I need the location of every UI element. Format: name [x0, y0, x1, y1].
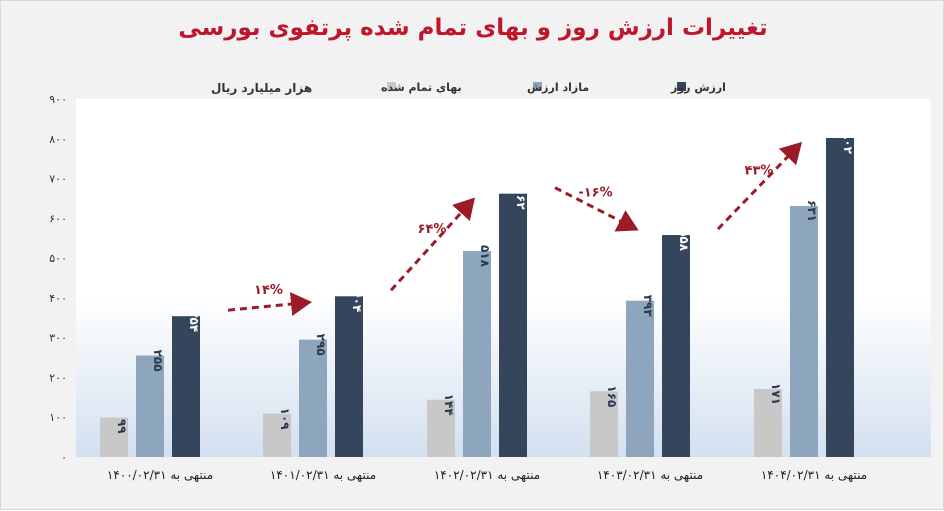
growth-label: ۱۴% — [254, 283, 283, 298]
bar-value-label: ۲۵۵ — [151, 350, 165, 372]
bar-value-label: ۱۷۱ — [769, 383, 783, 405]
growth-arrow — [389, 197, 476, 292]
bar-value-label: ۶۶۲ — [514, 188, 528, 211]
legend-label: مازاد ارزش — [527, 81, 589, 94]
bar-value-label: ۸۰۲ — [841, 132, 855, 155]
bar — [100, 417, 128, 457]
bar-value-label: ۲۹۵ — [314, 334, 328, 356]
category-label: منتهی به ۱۴۰۱/۰۲/۳۱ — [270, 468, 376, 482]
bar — [590, 391, 618, 457]
y-tick-label: ۶۰۰ — [49, 212, 67, 225]
bar-value-label: ۱۰۹ — [278, 408, 292, 431]
growth-arrow — [554, 186, 639, 232]
growth-label: -۱۶% — [578, 185, 612, 200]
y-tick-label: ۷۰۰ — [49, 173, 67, 186]
growth-annotations: ۱۴% ۶۴% -۱۶% ۴۳% — [227, 141, 803, 316]
bar — [826, 137, 854, 457]
bar — [427, 399, 455, 457]
bar-value-label: ۵۵۸ — [677, 229, 691, 252]
category-label: منتهی به ۱۴۰۲/۰۲/۳۱ — [434, 468, 540, 482]
bar — [136, 355, 164, 457]
bar — [172, 316, 200, 457]
legend-label: ارزش روز — [670, 81, 726, 94]
legend-swatch — [677, 82, 686, 91]
y-axis-unit: هزار میلیارد ریال — [211, 81, 312, 95]
y-tick-label: ۴۰۰ — [49, 292, 67, 305]
bar-value-label: ۳۵۴ — [187, 310, 201, 332]
value-labels: ۹۹ ۲۵۵ ۳۵۴ ۱۰۹ ۲۹۵ ۴۰۴ ۱۴۴ ۵۱۸ ۶۶۲ ۱۶۵ ۳۹۳ ۵۵۸ ۱۷۱ ۶۳… — [115, 132, 855, 434]
bar-value-label: ۳۹۳ — [641, 295, 655, 318]
y-tick-label: ۸۰۰ — [49, 133, 67, 146]
growth-label: ۴۳% — [745, 164, 774, 179]
bar-value-label: ۶۳۱ — [805, 200, 819, 222]
bar — [790, 206, 818, 457]
bar-value-label: ۱۶۵ — [605, 385, 619, 407]
legend-swatch — [533, 82, 542, 91]
legend-label: بهای تمام شده — [381, 81, 462, 94]
y-tick-label: ۲۰۰ — [49, 371, 67, 384]
bar — [335, 296, 363, 457]
legend: بهای تمام شده مازاد ارزش ارزش روز — [381, 81, 726, 94]
y-axis: ۰ ۱۰۰ ۲۰۰ ۳۰۰ ۴۰۰ ۵۰۰ ۶۰۰ ۷۰۰ ۸۰۰ ۹۰۰ — [49, 93, 67, 464]
bar-value-label: ۴۰۴ — [350, 290, 364, 312]
y-tick-label: ۰ — [61, 451, 67, 464]
y-tick-label: ۵۰۰ — [49, 252, 67, 265]
y-tick-label: ۳۰۰ — [49, 332, 67, 345]
x-axis: منتهی به ۱۴۰۰/۰۲/۳۱ منتهی به ۱۴۰۱/۰۲/۳۱ من… — [107, 468, 867, 482]
y-tick-label: ۹۰۰ — [49, 93, 67, 106]
category-label: منتهی به ۱۴۰۳/۰۲/۳۱ — [597, 468, 703, 482]
bar-value-label: ۵۱۸ — [478, 245, 492, 268]
growth-arrow — [716, 141, 803, 231]
bar — [662, 235, 690, 457]
y-tick-label: ۱۰۰ — [49, 411, 67, 424]
bar-value-label: ۹۹ — [115, 419, 129, 434]
chart-title: تغییرات ارزش روز و بهای تمام شده پرتفوی … — [178, 15, 768, 41]
bar — [463, 250, 491, 457]
bars — [100, 137, 854, 457]
growth-label: ۶۴% — [418, 222, 447, 237]
bar — [754, 388, 782, 457]
bar — [263, 413, 291, 457]
category-label: منتهی به ۱۴۰۰/۰۲/۳۱ — [107, 468, 213, 482]
bar — [626, 300, 654, 457]
bar-value-label: ۱۴۴ — [442, 394, 456, 416]
bar — [499, 193, 527, 457]
bar — [299, 339, 327, 457]
category-label: منتهی به ۱۴۰۴/۰۲/۳۱ — [761, 468, 867, 482]
legend-swatch — [387, 82, 396, 91]
growth-arrow — [227, 292, 312, 316]
